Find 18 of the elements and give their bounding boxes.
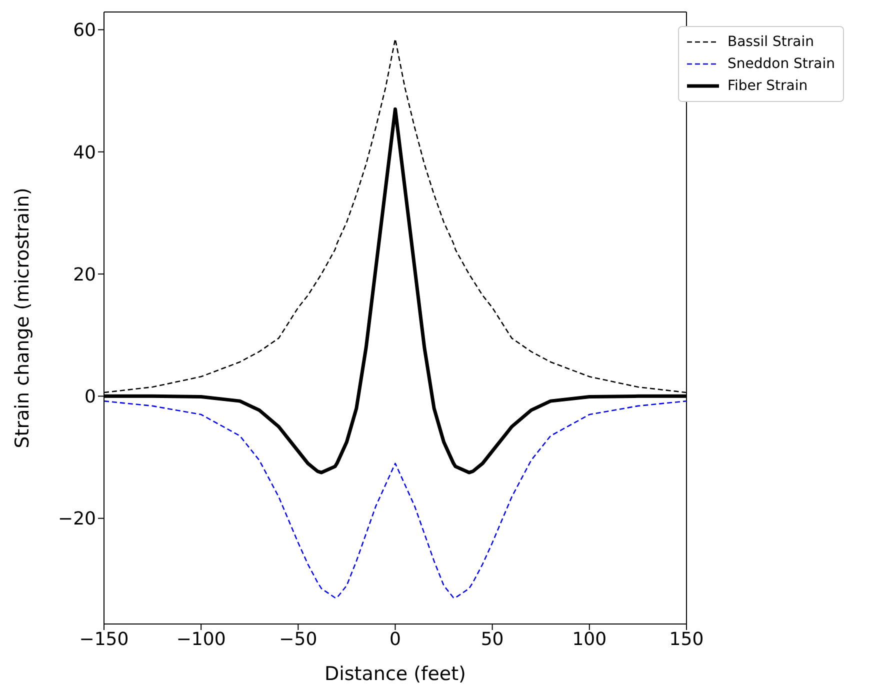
x-axis-title: Distance (feet): [324, 663, 466, 685]
line-series: [104, 400, 686, 598]
y-axis-title: Strain change (microstrain): [12, 188, 34, 448]
legend-label: Sneddon Strain: [727, 55, 835, 74]
y-tick-label: 60: [73, 20, 96, 42]
y-tick-label: 20: [73, 264, 96, 286]
legend-label: Bassil Strain: [727, 33, 814, 52]
x-tick-label: 100: [572, 628, 607, 650]
x-tick-label: −100: [176, 628, 226, 650]
y-tick-label: 0: [84, 386, 96, 408]
y-tick-label: 40: [73, 142, 96, 164]
x-tick-label: 150: [669, 628, 704, 650]
x-tick-label: −50: [279, 628, 318, 650]
x-tick-label: 0: [390, 628, 401, 650]
x-tick-label: −150: [79, 628, 129, 650]
y-tick-label: −20: [58, 508, 96, 530]
legend-label: Fiber Strain: [727, 77, 808, 96]
x-tick-label: 50: [480, 628, 504, 650]
